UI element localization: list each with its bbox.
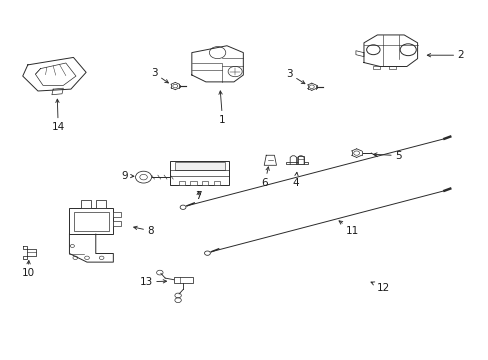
Text: 5: 5 [373, 150, 401, 161]
Bar [113, 221, 121, 226]
Bar [190, 181, 196, 185]
Text: 14: 14 [52, 99, 65, 132]
Bar [286, 162, 307, 165]
Bar [74, 212, 109, 231]
Text: 7: 7 [195, 191, 202, 201]
Bar [113, 212, 121, 217]
Bar [81, 200, 91, 208]
Bar [174, 162, 224, 170]
Text: 8: 8 [133, 226, 154, 236]
Text: 9: 9 [121, 171, 134, 181]
Text: 13: 13 [139, 277, 166, 287]
Bar [173, 276, 193, 283]
Bar [213, 181, 220, 185]
Bar [170, 161, 228, 185]
Bar [178, 181, 184, 185]
Text: 4: 4 [292, 172, 298, 188]
Bar [202, 181, 208, 185]
Bar [96, 200, 106, 208]
Text: 10: 10 [21, 261, 35, 278]
Text: 1: 1 [219, 91, 225, 125]
Text: 11: 11 [338, 221, 359, 236]
Bar [69, 208, 113, 234]
Text: 12: 12 [370, 282, 389, 293]
Text: 2: 2 [427, 50, 464, 60]
Text: 3: 3 [151, 68, 168, 83]
Text: 3: 3 [285, 69, 304, 84]
Text: 6: 6 [261, 167, 269, 188]
Bar [298, 156, 303, 165]
Bar [372, 66, 379, 69]
Bar [388, 66, 395, 69]
